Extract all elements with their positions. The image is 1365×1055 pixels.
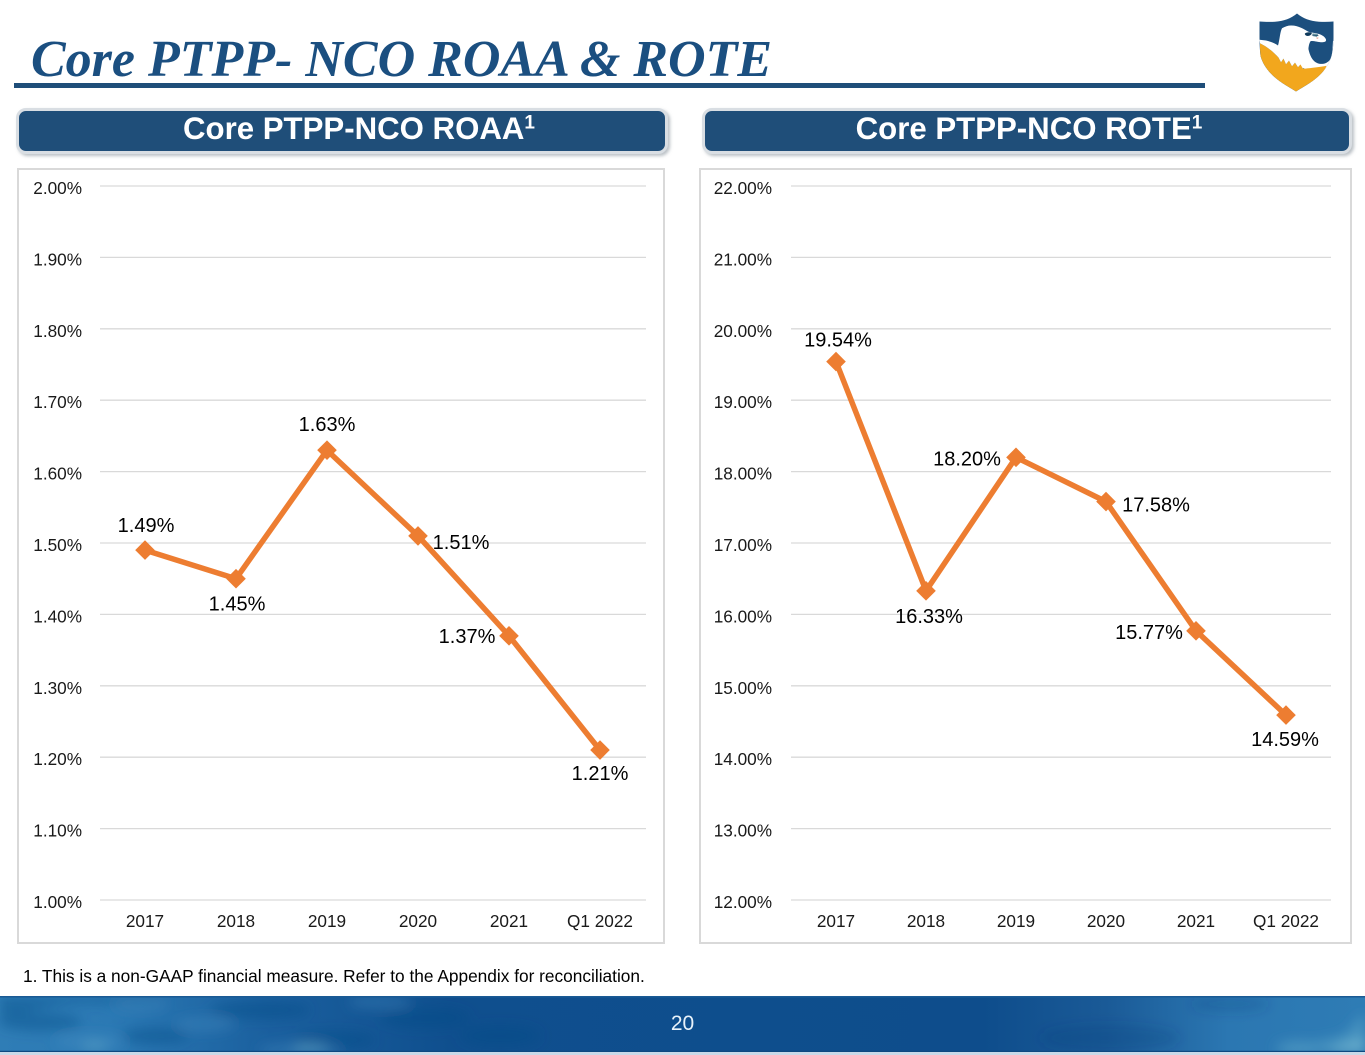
svg-text:1.40%: 1.40% bbox=[33, 606, 82, 626]
svg-text:2019: 2019 bbox=[997, 911, 1035, 931]
svg-text:1.60%: 1.60% bbox=[33, 464, 82, 484]
svg-text:1.63%: 1.63% bbox=[299, 414, 356, 436]
svg-text:1.51%: 1.51% bbox=[433, 532, 490, 554]
svg-text:1.20%: 1.20% bbox=[33, 749, 82, 769]
svg-text:16.00%: 16.00% bbox=[714, 606, 772, 626]
svg-text:1.45%: 1.45% bbox=[209, 594, 266, 616]
svg-text:1.21%: 1.21% bbox=[572, 763, 629, 785]
svg-text:2021: 2021 bbox=[490, 911, 528, 931]
svg-text:19.00%: 19.00% bbox=[714, 392, 772, 412]
svg-text:1.00%: 1.00% bbox=[33, 892, 82, 912]
svg-text:1.80%: 1.80% bbox=[33, 321, 82, 341]
svg-text:2018: 2018 bbox=[907, 911, 945, 931]
svg-text:1.37%: 1.37% bbox=[439, 626, 496, 648]
svg-text:Q1 2022: Q1 2022 bbox=[567, 911, 633, 931]
svg-text:14.59%: 14.59% bbox=[1251, 729, 1319, 751]
svg-text:19.54%: 19.54% bbox=[804, 330, 872, 352]
svg-text:1.10%: 1.10% bbox=[33, 821, 82, 841]
svg-text:1.49%: 1.49% bbox=[118, 515, 175, 537]
svg-text:12.00%: 12.00% bbox=[714, 892, 772, 912]
svg-text:2.00%: 2.00% bbox=[33, 178, 82, 198]
svg-text:2020: 2020 bbox=[1087, 911, 1125, 931]
svg-text:15.77%: 15.77% bbox=[1115, 622, 1183, 644]
svg-text:17.58%: 17.58% bbox=[1122, 495, 1190, 517]
svg-text:1.70%: 1.70% bbox=[33, 392, 82, 412]
svg-text:14.00%: 14.00% bbox=[714, 749, 772, 769]
svg-text:16.33%: 16.33% bbox=[895, 606, 963, 628]
svg-text:2020: 2020 bbox=[399, 911, 437, 931]
svg-text:Q1 2022: Q1 2022 bbox=[1253, 911, 1319, 931]
svg-text:1.90%: 1.90% bbox=[33, 249, 82, 269]
svg-text:2017: 2017 bbox=[126, 911, 164, 931]
svg-text:18.00%: 18.00% bbox=[714, 464, 772, 484]
svg-text:1.30%: 1.30% bbox=[33, 678, 82, 698]
svg-text:2017: 2017 bbox=[817, 911, 855, 931]
svg-text:1.50%: 1.50% bbox=[33, 535, 82, 555]
svg-text:20.00%: 20.00% bbox=[714, 321, 772, 341]
svg-text:21.00%: 21.00% bbox=[714, 249, 772, 269]
svg-text:15.00%: 15.00% bbox=[714, 678, 772, 698]
svg-text:13.00%: 13.00% bbox=[714, 821, 772, 841]
svg-text:2018: 2018 bbox=[217, 911, 255, 931]
svg-text:22.00%: 22.00% bbox=[714, 178, 772, 198]
svg-text:2019: 2019 bbox=[308, 911, 346, 931]
svg-text:18.20%: 18.20% bbox=[933, 448, 1001, 470]
svg-text:2021: 2021 bbox=[1177, 911, 1215, 931]
svg-text:17.00%: 17.00% bbox=[714, 535, 772, 555]
